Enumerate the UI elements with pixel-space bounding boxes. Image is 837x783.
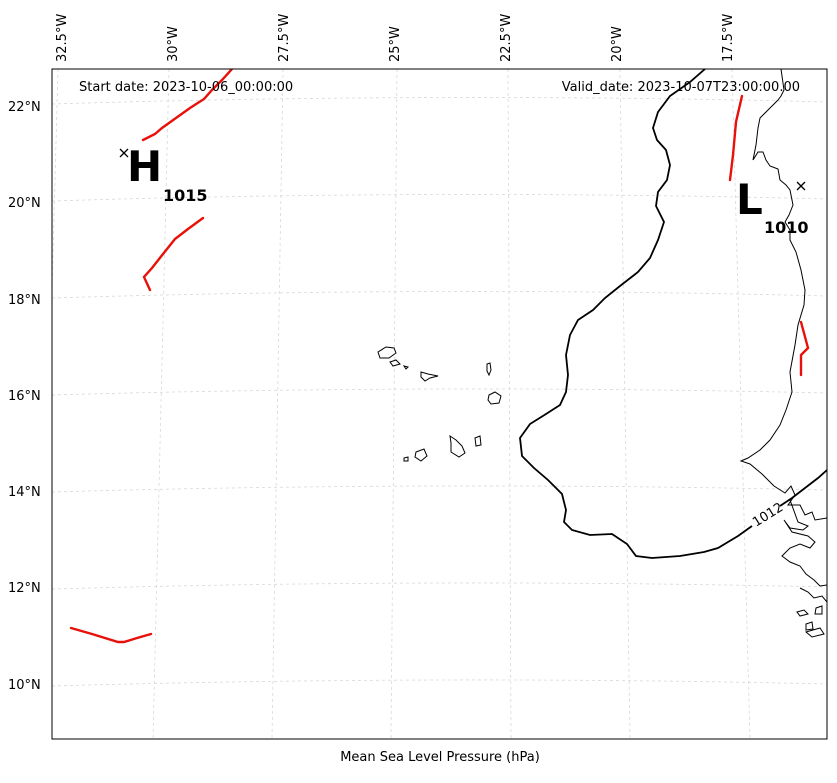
low-value: 1010 <box>764 218 809 237</box>
island-sal <box>486 362 492 377</box>
isobar-1012 <box>519 69 753 559</box>
lat-label-16n: 16°N <box>8 389 41 404</box>
high-pressure-center: H 1015 <box>119 142 208 205</box>
island-brava <box>403 456 409 462</box>
island-sao-nicolau <box>420 371 439 382</box>
isobar-1012-east <box>779 469 827 507</box>
lat-label-18n: 18°N <box>8 293 41 308</box>
high-center-marker-icon <box>119 148 129 158</box>
front-west-mid <box>142 216 205 292</box>
latitude-labels: 22°N 20°N 18°N 16°N 14°N 12°N 10°N <box>8 100 41 693</box>
lat-label-22n: 22°N <box>8 100 41 115</box>
low-letter: L <box>736 175 763 224</box>
island-bijagos-4 <box>804 627 825 638</box>
lon-label-30w: 30°W <box>166 26 181 62</box>
island-santa-luzia <box>402 365 409 370</box>
map-frame <box>51 68 828 740</box>
island-bijagos-2 <box>814 605 823 615</box>
lon-label-27-5w: 27.5°W <box>277 14 292 62</box>
front-north-east <box>728 94 744 182</box>
valid-date-label: Valid_date: 2023-10-07T23:00:00.00 <box>562 80 800 95</box>
island-santo-antao <box>377 346 397 359</box>
island-sao-vicente <box>389 359 401 367</box>
lat-label-10n: 10°N <box>8 678 41 693</box>
map-area: 1012 H 1015 L 1010 Start date: 2023-10- <box>52 69 827 739</box>
lon-label-22-5w: 22.5°W <box>499 14 514 62</box>
lon-label-17-5w: 17.5°W <box>721 14 736 62</box>
front-north-west <box>141 69 234 142</box>
cape-verde-islands <box>377 346 502 462</box>
island-bijagos-1 <box>796 609 809 617</box>
lat-label-12n: 12°N <box>8 581 41 596</box>
island-fogo <box>414 448 428 462</box>
longitude-labels: 32.5°W 30°W 27.5°W 25°W 22.5°W 20°W 17.5… <box>55 14 736 62</box>
high-letter: H <box>127 142 162 191</box>
low-center-marker-icon <box>796 181 806 191</box>
coastline-guinea <box>799 587 827 603</box>
coastline-guinea-bissau <box>781 499 827 587</box>
low-pressure-center: L 1010 <box>736 175 809 237</box>
graticule <box>52 69 827 739</box>
island-boa-vista <box>487 391 502 405</box>
island-bijagos-3 <box>805 621 814 631</box>
front-east <box>799 320 810 377</box>
start-date-label: Start date: 2023-10-06_00:00:00 <box>79 80 293 95</box>
high-value: 1015 <box>163 186 208 205</box>
african-coastline <box>739 69 827 521</box>
island-maio <box>474 435 482 447</box>
map-caption: Mean Sea Level Pressure (hPa) <box>340 750 540 765</box>
island-santiago <box>449 434 466 458</box>
lon-label-20w: 20°W <box>610 26 625 62</box>
lat-label-14n: 14°N <box>8 485 41 500</box>
lon-label-32-5w: 32.5°W <box>55 14 70 62</box>
lon-label-25w: 25°W <box>388 26 403 62</box>
lat-label-20n: 20°N <box>8 196 41 211</box>
front-south-west <box>69 626 153 644</box>
